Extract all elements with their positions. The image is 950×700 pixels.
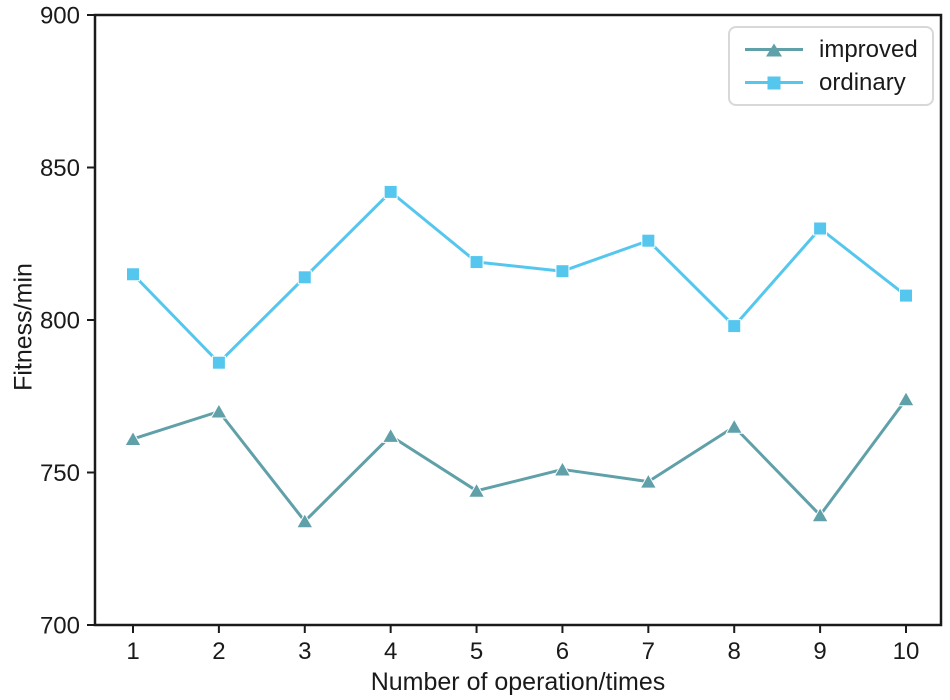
ordinary-marker <box>211 355 226 370</box>
improved-marker <box>210 402 228 419</box>
x-tick-label: 2 <box>212 638 225 665</box>
improved-marker <box>467 482 486 498</box>
x-tick-label: 5 <box>470 638 483 665</box>
improved-marker <box>295 512 314 529</box>
legend-item-ordinary: ordinary <box>745 67 932 99</box>
ordinary-line <box>131 190 908 365</box>
improved-marker <box>811 506 829 523</box>
x-tick-label: 8 <box>728 638 741 665</box>
x-tick-label: 9 <box>813 638 826 665</box>
x-tick-label: 6 <box>556 638 569 665</box>
ordinary-marker <box>297 270 312 285</box>
x-tick-label: 3 <box>298 638 311 665</box>
ordinary-marker <box>126 267 140 282</box>
improved-marker <box>381 427 400 443</box>
improved-marker <box>639 473 658 489</box>
improved-line-swatch <box>745 41 803 59</box>
ordinary-marker <box>383 184 398 199</box>
x-axis-title: Number of operation/times <box>370 668 666 696</box>
ordinary-line-swatch <box>745 74 803 92</box>
legend-label-ordinary: ordinary <box>819 68 906 96</box>
improved-marker <box>725 418 744 434</box>
legend: improved ordinary <box>728 26 934 106</box>
y-axis-title: Fitness/min <box>9 263 38 391</box>
x-tick-label: 7 <box>642 638 655 665</box>
ordinary-marker <box>899 288 913 303</box>
y-tick-label: 850 <box>40 155 80 182</box>
ordinary-marker <box>813 221 828 236</box>
legend-label-improved: improved <box>819 35 918 63</box>
ordinary-marker <box>469 255 484 270</box>
improved-marker <box>553 460 572 477</box>
x-tick-label: 10 <box>893 638 920 665</box>
improved-line <box>131 397 908 523</box>
x-tick-label: 1 <box>126 638 139 665</box>
legend-item-improved: improved <box>745 34 932 66</box>
improved-marker <box>124 430 142 446</box>
y-tick-label: 800 <box>40 308 80 335</box>
triangle-marker-icon <box>766 43 782 56</box>
y-tick-label: 750 <box>40 460 80 487</box>
y-tick-label: 900 <box>40 3 80 30</box>
ordinary-marker <box>555 264 570 279</box>
y-tick-label: 700 <box>40 613 80 640</box>
square-marker-icon <box>767 76 781 89</box>
ordinary-marker <box>641 233 656 248</box>
plot-frame <box>93 13 943 627</box>
ordinary-marker <box>727 319 742 334</box>
x-tick-label: 4 <box>384 638 397 665</box>
improved-marker <box>897 390 915 407</box>
